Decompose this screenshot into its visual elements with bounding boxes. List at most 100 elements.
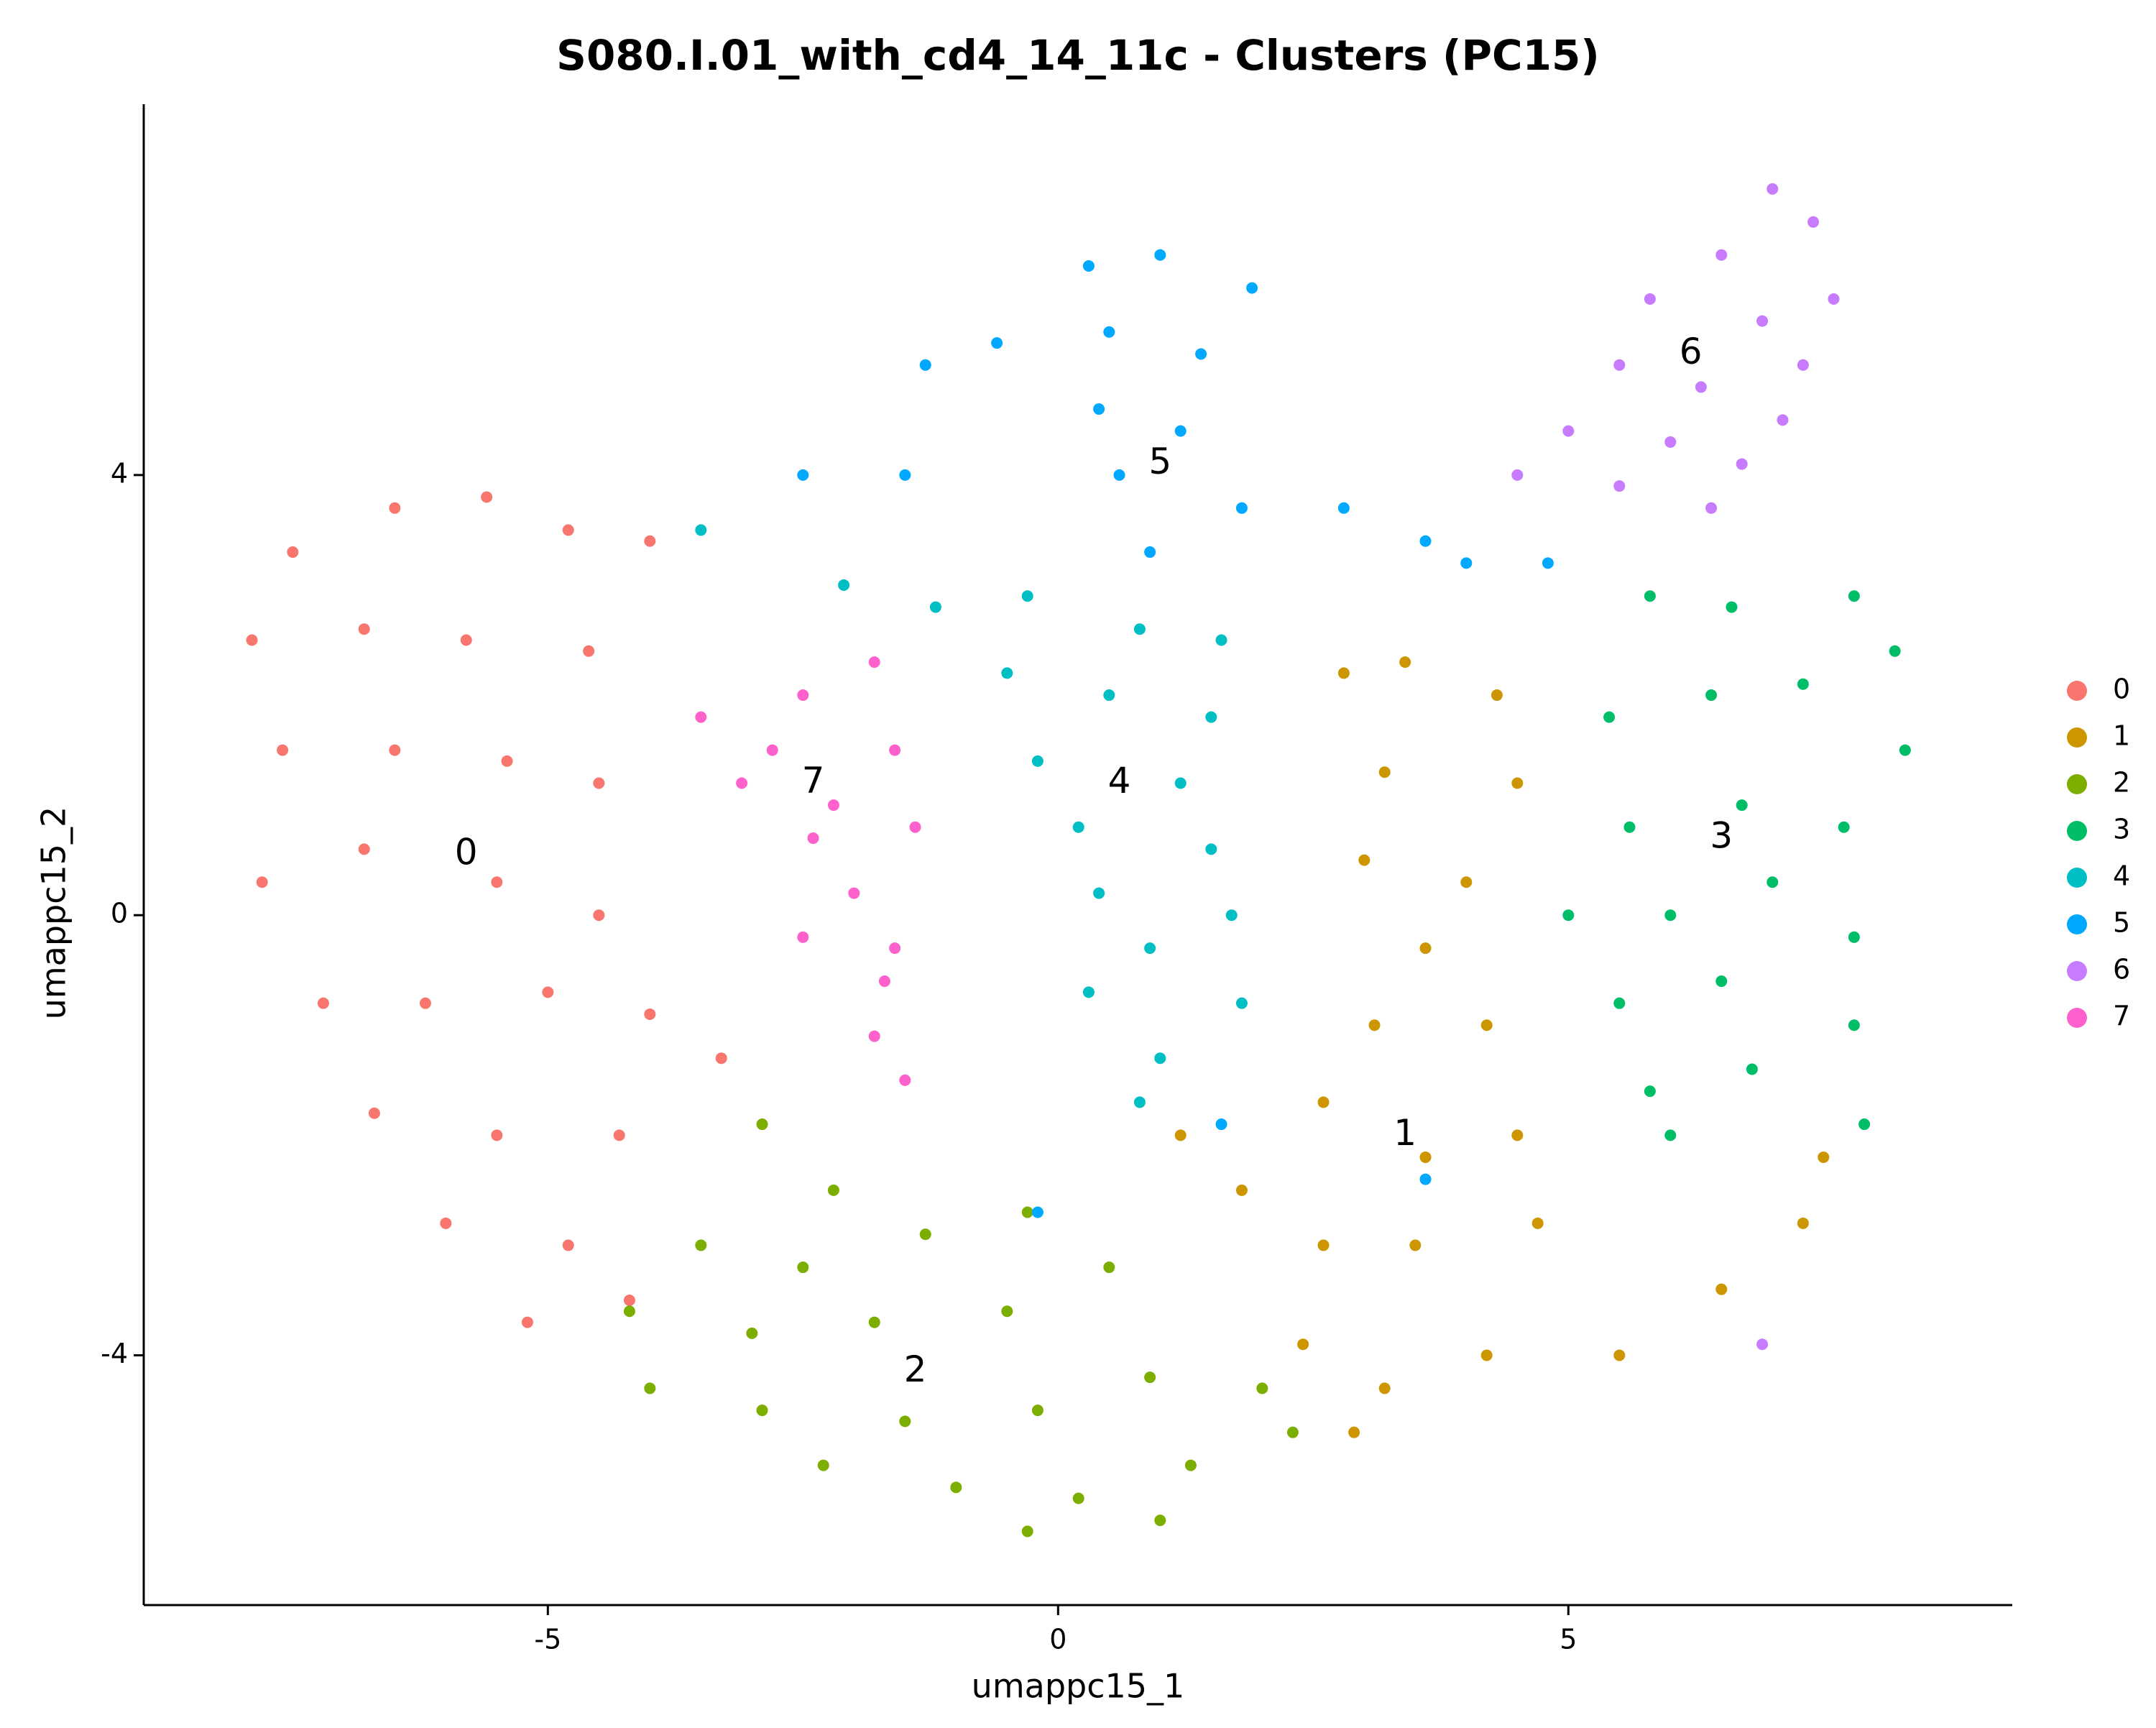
point [562,1239,574,1251]
point [1664,436,1677,448]
point [797,469,809,481]
point [1562,909,1575,922]
point [1695,381,1707,393]
point [481,491,493,503]
point [1082,260,1095,272]
point [1644,1085,1656,1098]
point [1144,546,1156,559]
point [1174,1129,1187,1141]
point [1337,502,1350,514]
point [317,997,329,1009]
point [1368,1019,1381,1031]
point [1531,1217,1544,1229]
point [1235,502,1248,514]
point [827,799,839,812]
point [1777,414,1789,426]
point [1133,623,1146,635]
point [1144,942,1156,955]
point [1715,1283,1728,1295]
point [1848,590,1860,602]
point [1715,249,1728,261]
point [389,744,401,756]
point [1613,997,1626,1009]
point [817,1459,829,1471]
point [277,744,289,756]
point [766,744,778,756]
point [1317,1239,1330,1251]
point [1286,1426,1299,1438]
point [1766,876,1779,888]
point [287,546,299,559]
point [1174,425,1187,437]
point [868,1316,880,1328]
point [1480,1019,1493,1031]
point [1001,1305,1013,1318]
point [562,524,574,536]
point [1093,403,1105,415]
point [1715,975,1728,988]
point [1807,216,1820,228]
point [797,689,809,702]
point [1348,1426,1360,1438]
point [1480,1349,1493,1361]
point [1082,986,1095,998]
point [521,1316,533,1328]
point [1144,1371,1156,1384]
y-tick-label: -4 [101,1338,128,1369]
point [1154,1515,1166,1527]
point [1297,1338,1309,1351]
cluster-label: 5 [1148,441,1171,482]
legend-label: 0 [2113,674,2130,705]
point [1103,689,1115,702]
point [1235,997,1248,1009]
point [1644,293,1656,305]
point [1644,590,1656,602]
point [1256,1382,1268,1394]
point [1072,821,1084,833]
point [1736,799,1748,812]
point [1613,359,1626,371]
point [389,502,401,514]
point [1154,249,1166,261]
point [889,942,901,955]
y-tick-label: 4 [111,457,128,489]
point [1460,557,1473,569]
point [1705,689,1718,702]
point [1491,689,1503,702]
point [1378,766,1391,778]
legend-label: 4 [2113,860,2130,892]
point [1511,1129,1524,1141]
point [1419,942,1432,955]
point [1205,711,1217,723]
legend-label: 2 [2113,767,2130,799]
point [1848,1019,1860,1031]
cluster-label: 2 [904,1348,927,1390]
point [460,634,472,646]
cluster-label: 7 [802,760,825,801]
point [1511,777,1524,789]
point [1623,821,1636,833]
legend-swatch [2067,681,2087,701]
point [1756,315,1769,327]
cluster-label: 6 [1680,331,1703,372]
point [1399,656,1411,668]
point [889,744,901,756]
legend-swatch [2067,821,2087,841]
cluster-label: 4 [1108,760,1131,801]
point [368,1107,380,1119]
legend-swatch [2067,868,2087,888]
point [797,1261,809,1274]
point [593,777,605,789]
point [1664,1129,1677,1141]
point [756,1118,768,1131]
point [695,711,707,723]
point [623,1305,635,1318]
point [1419,535,1432,547]
point [715,1052,727,1065]
point [1093,887,1105,899]
point [1246,282,1258,294]
point [1419,1173,1432,1185]
point [827,1184,839,1196]
point [1736,458,1748,470]
point [736,777,748,789]
